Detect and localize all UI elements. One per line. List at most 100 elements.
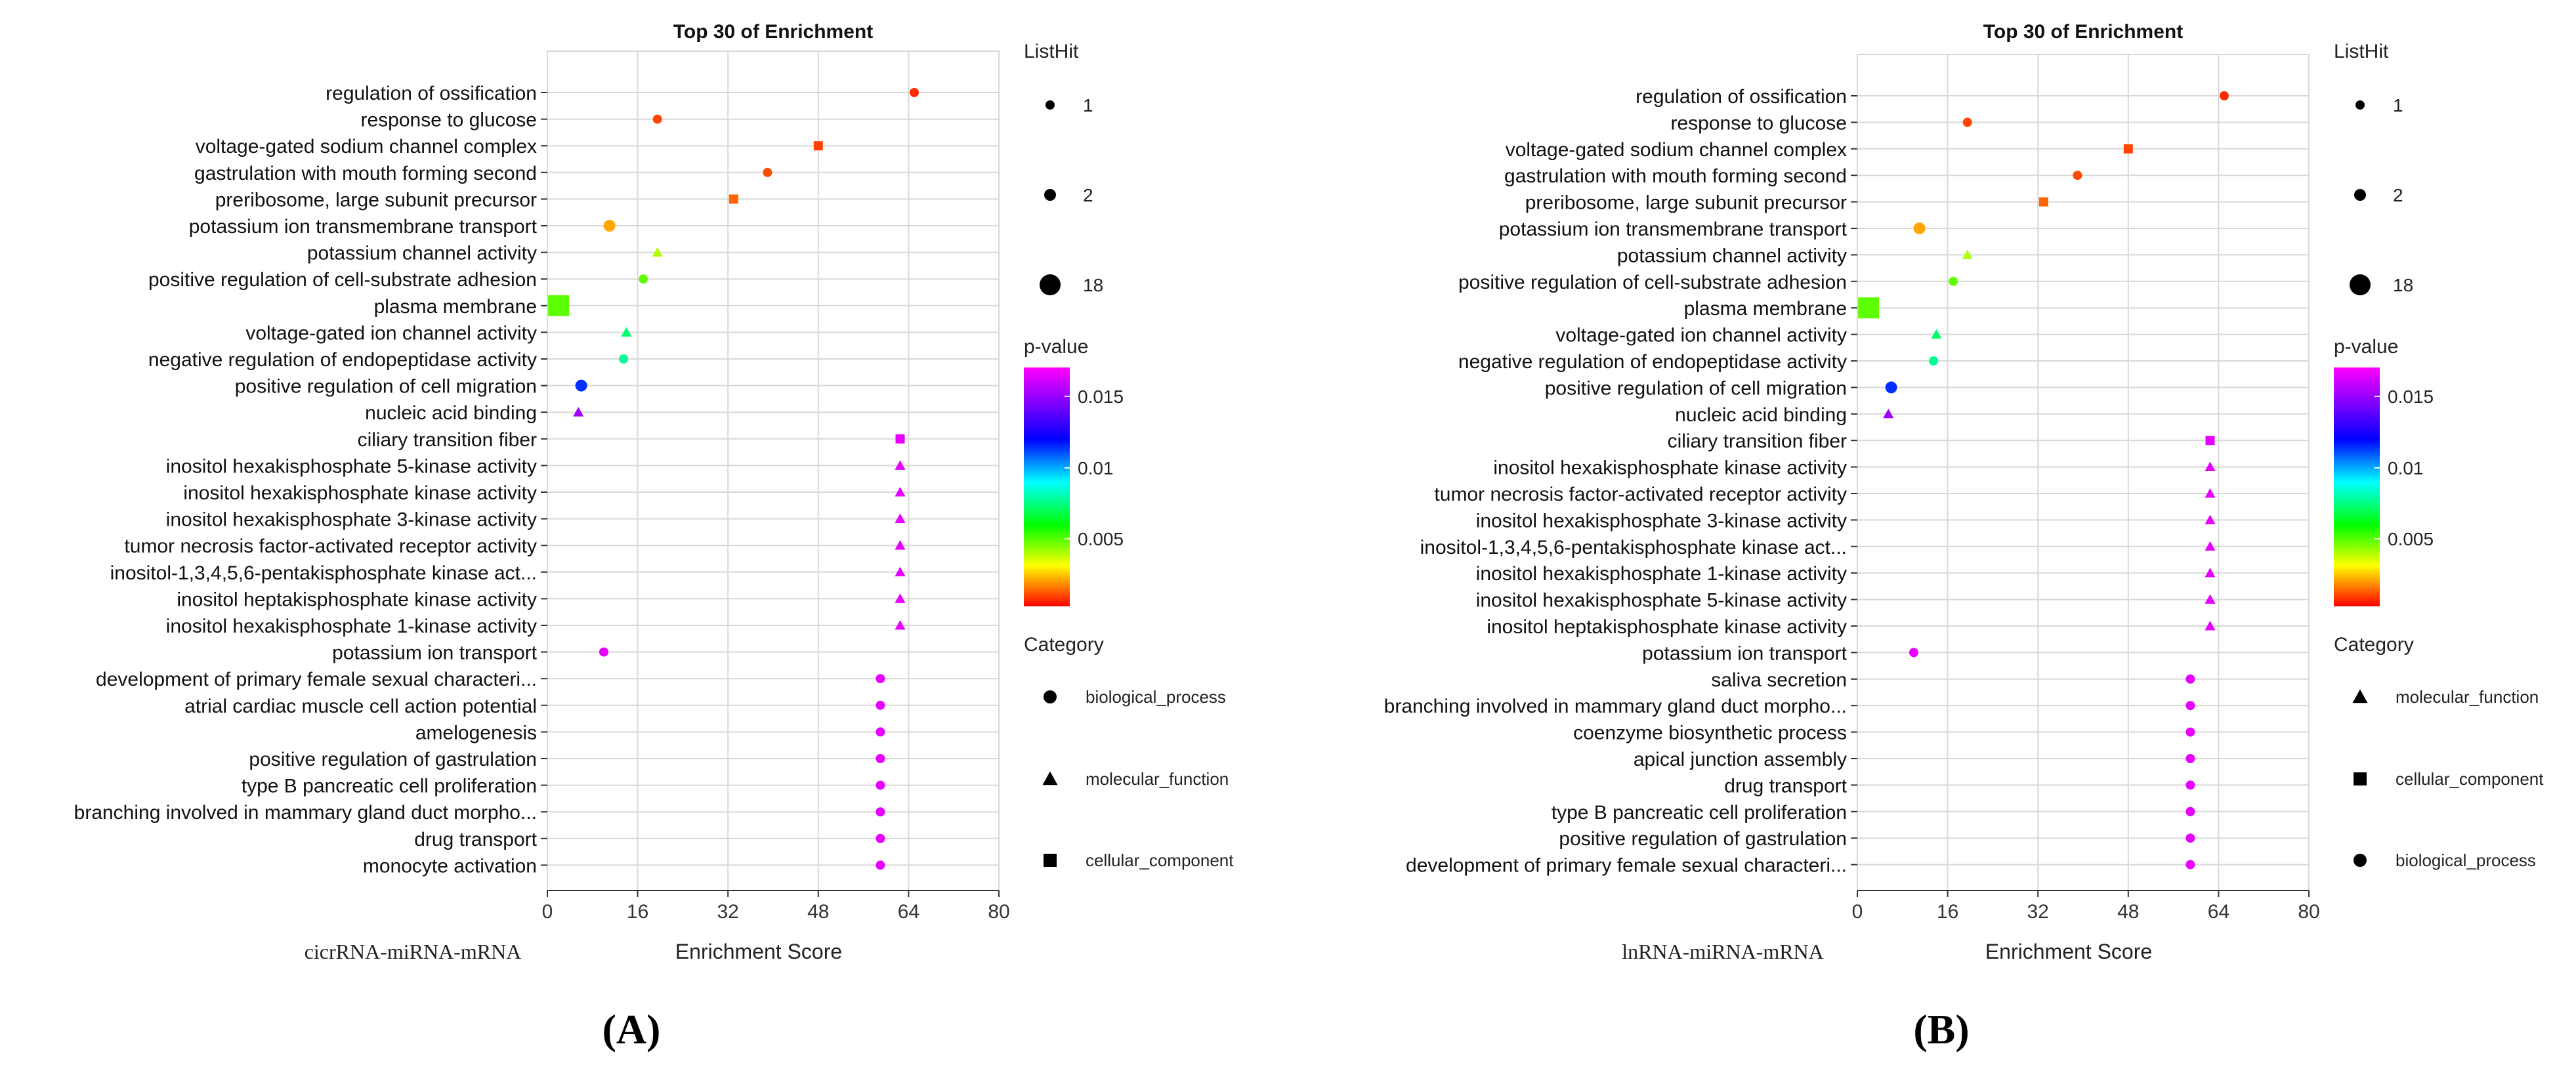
data-point [2073, 171, 2082, 180]
y-tick-label: voltage-gated sodium channel complex [196, 136, 537, 157]
colorbar-tick-label: 0.01 [2388, 458, 2424, 478]
y-tick-label: inositol hexakisphosphate 1-kinase activ… [1476, 563, 1847, 585]
data-point [728, 194, 738, 204]
data-point [895, 619, 906, 630]
y-tick-label: voltage-gated sodium channel complex [1506, 139, 1847, 161]
y-tick-label: monocyte activation [363, 855, 537, 877]
listhit-legend-dot [1044, 189, 1056, 201]
plot-frame [1857, 54, 2310, 891]
y-tick-label: ciliary transition fiber [358, 429, 537, 451]
pvalue-colorbar [2334, 367, 2380, 606]
data-point [1913, 222, 1926, 234]
y-tick-label: nucleic acid binding [1675, 404, 1847, 426]
data-point [876, 860, 885, 870]
data-point [2205, 541, 2216, 551]
listhit-legend-dot [2350, 274, 2371, 295]
listhit-legend-dot [2354, 189, 2366, 201]
y-tick-label: inositol-1,3,4,5,6-pentakisphosphate kin… [110, 562, 537, 584]
y-tick-label: inositol heptakisphosphate kinase activi… [1487, 616, 1847, 638]
data-point [652, 247, 663, 257]
chart-title: Top 30 of Enrichment [673, 21, 873, 43]
data-point [895, 513, 906, 524]
data-point [2205, 488, 2216, 498]
y-tick-label: inositol heptakisphosphate kinase activi… [177, 589, 537, 610]
y-tick-label: voltage-gated ion channel activity [245, 322, 537, 344]
data-point [2185, 754, 2195, 763]
listhit-legend-label: 2 [1083, 185, 1093, 205]
x-tick-label: 0 [1852, 901, 1863, 923]
data-point [2185, 833, 2195, 843]
data-point [548, 295, 570, 316]
y-tick-label: positive regulation of cell migration [235, 376, 537, 398]
colorbar-tick-label: 0.01 [1078, 458, 1114, 478]
listhit-legend-title: ListHit [2334, 41, 2389, 62]
y-tick-label: amelogenesis [415, 722, 537, 743]
data-point [1929, 356, 1939, 366]
y-tick-label: development of primary female sexual cha… [96, 669, 537, 690]
data-point [2205, 594, 2216, 604]
data-point [895, 486, 906, 497]
data-point [876, 780, 885, 790]
data-point [2185, 701, 2195, 711]
data-point [910, 88, 919, 97]
x-axis-label: Enrichment Score [675, 940, 842, 963]
y-tick-label: inositol hexakisphosphate kinase activit… [183, 482, 537, 504]
x-tick-label: 32 [717, 901, 739, 923]
data-point [876, 807, 885, 817]
data-point [895, 566, 906, 577]
y-tick-label: inositol hexakisphosphate 3-kinase activ… [166, 509, 537, 531]
chart-panel-a: 0 16 32 48 64 80 regulation of ossification res… [74, 21, 1235, 1053]
x-tick-label: 16 [1937, 901, 1958, 923]
network-label: cicrRNA-miRNA-mRNA [305, 940, 522, 963]
category-legend-marker [1042, 771, 1058, 785]
y-tick-label: branching involved in mammary gland duct… [1384, 696, 1847, 717]
data-point [575, 379, 587, 392]
category-legend-title: Category [2334, 634, 2414, 656]
data-point [876, 754, 885, 763]
y-tick-label: coenzyme biosynthetic process [1573, 722, 1847, 744]
data-point [876, 833, 885, 843]
y-tick-label: inositol hexakisphosphate 1-kinase activ… [166, 616, 537, 637]
data-point [1909, 648, 1918, 658]
data-point [621, 327, 632, 337]
chart-panel-b: 0 16 32 48 64 80 regulation of ossification res… [1384, 21, 2544, 1053]
pvalue-colorbar [1024, 367, 1070, 606]
y-tick-label: preribosome, large subunit precursor [1525, 192, 1847, 214]
y-tick-label: branching involved in mammary gland duct… [74, 802, 537, 824]
data-point [1931, 329, 1942, 339]
y-tick-label: inositol hexakisphosphate 5-kinase activ… [1476, 590, 1847, 612]
category-legend-label: cellular_component [2396, 769, 2544, 789]
listhit-legend-dot [1045, 100, 1055, 110]
data-point [2205, 461, 2216, 472]
pvalue-legend-title: p-value [2334, 336, 2398, 358]
data-point [573, 407, 584, 417]
category-legend-marker [1044, 690, 1057, 703]
y-tick-label: potassium channel activity [1617, 245, 1847, 266]
category-legend-label: molecular_function [1086, 769, 1229, 789]
y-tick-label: inositol hexakisphosphate 5-kinase activ… [166, 455, 537, 477]
x-tick-label: 64 [2208, 901, 2229, 923]
colorbar-tick-label: 0.005 [1078, 529, 1124, 549]
y-tick-label: potassium ion transport [332, 642, 537, 664]
listhit-legend-dot [2355, 100, 2365, 110]
y-tick-label: atrial cardiac muscle cell action potent… [184, 696, 537, 717]
data-point [2185, 674, 2195, 684]
y-tick-label: positive regulation of gastrulation [1559, 828, 1847, 850]
data-point [895, 540, 906, 550]
category-legend-label: cellular_component [1086, 850, 1234, 870]
data-point [763, 167, 772, 177]
x-tick-label: 48 [807, 901, 829, 923]
category-legend-marker [2352, 689, 2368, 703]
data-point [2205, 436, 2215, 446]
colorbar-tick-label: 0.005 [2388, 529, 2434, 549]
y-tick-label: plasma membrane [1684, 298, 1847, 320]
category-legend-marker [2354, 854, 2367, 867]
data-point [639, 274, 648, 284]
y-tick-label: potassium ion transmembrane transport [1499, 219, 1848, 240]
x-tick-label: 80 [988, 901, 1009, 923]
y-tick-label: preribosome, large subunit precursor [215, 189, 537, 211]
data-point [1949, 276, 1958, 286]
y-tick-label: tumor necrosis factor-activated receptor… [124, 535, 537, 557]
category-legend-label: biological_process [1086, 687, 1226, 707]
y-tick-label: voltage-gated ion channel activity [1555, 325, 1847, 346]
